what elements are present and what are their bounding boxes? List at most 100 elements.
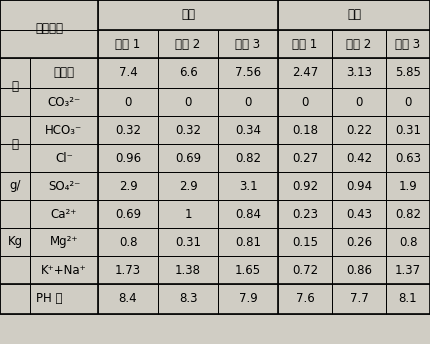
Text: 3.13: 3.13 [346,66,372,79]
Bar [0,284,98,314]
Text: 1: 1 [184,207,192,221]
Bar [30,172,98,200]
Text: 7.6: 7.6 [296,292,314,305]
Text: g/: g/ [9,180,21,193]
Text: 0: 0 [355,96,362,108]
Text: 处理 3: 处理 3 [236,37,261,51]
Text: 盐: 盐 [12,80,18,94]
Text: 0.27: 0.27 [292,151,318,164]
Text: 7.56: 7.56 [235,66,261,79]
Text: 2.9: 2.9 [119,180,137,193]
Text: 2.9: 2.9 [178,180,197,193]
Bar [386,172,430,200]
Bar [278,144,332,172]
Bar [218,256,278,284]
Bar [218,58,278,88]
Text: 0.34: 0.34 [235,123,261,137]
Text: 0.18: 0.18 [292,123,318,137]
Bar [218,144,278,172]
Bar [386,228,430,256]
Text: 处理 2: 处理 2 [347,37,372,51]
Text: Cl⁻: Cl⁻ [55,151,73,164]
Text: 全盐量: 全盐量 [53,66,74,79]
Bar [158,58,218,88]
Bar [332,172,386,200]
Text: 0.96: 0.96 [115,151,141,164]
Bar [278,284,332,314]
Text: 0: 0 [244,96,252,108]
Text: SO₄²⁻: SO₄²⁻ [48,180,80,193]
Bar [386,30,430,58]
Text: 6.6: 6.6 [178,66,197,79]
Bar [158,228,218,256]
Text: PH 値: PH 値 [36,292,62,305]
Bar [30,116,98,144]
Text: K⁺+Na⁺: K⁺+Na⁺ [41,264,87,277]
Text: 0.32: 0.32 [175,123,201,137]
Bar [158,88,218,116]
Bar [218,88,278,116]
Bar [278,200,332,228]
Text: 1.37: 1.37 [395,264,421,277]
Bar [98,88,158,116]
Bar [158,200,218,228]
Text: Mg²⁺: Mg²⁺ [50,236,78,248]
Text: 0.43: 0.43 [346,207,372,221]
Bar [158,30,218,58]
Text: 5.85: 5.85 [395,66,421,79]
Text: 1.38: 1.38 [175,264,201,277]
Text: 0.82: 0.82 [395,207,421,221]
Bar [158,144,218,172]
Bar [332,116,386,144]
Bar [278,30,332,58]
Text: 0.32: 0.32 [115,123,141,137]
Text: 处理项目: 处理项目 [35,22,63,35]
Text: 处理 1: 处理 1 [292,37,318,51]
Text: 1.9: 1.9 [399,180,418,193]
Text: 施后: 施后 [347,9,361,21]
Text: 0.86: 0.86 [346,264,372,277]
Bar [98,30,158,58]
Text: 8.4: 8.4 [119,292,137,305]
Bar [98,284,158,314]
Bar [0,0,98,58]
Bar [30,228,98,256]
Bar [278,88,332,116]
Bar [0,58,30,284]
Text: HCO₃⁻: HCO₃⁻ [46,123,83,137]
Bar [386,58,430,88]
Text: 1.73: 1.73 [115,264,141,277]
Bar [278,228,332,256]
Bar [98,200,158,228]
Bar [278,256,332,284]
Text: 7.7: 7.7 [350,292,369,305]
Text: 7.4: 7.4 [119,66,137,79]
Text: 8.3: 8.3 [179,292,197,305]
Text: 0.69: 0.69 [115,207,141,221]
Bar [218,228,278,256]
Bar [386,284,430,314]
Bar [386,144,430,172]
Bar [98,144,158,172]
Bar [98,256,158,284]
Text: 0.15: 0.15 [292,236,318,248]
Text: Kg: Kg [7,236,22,248]
Bar [278,172,332,200]
Bar [218,172,278,200]
Text: 3.1: 3.1 [239,180,257,193]
Bar [332,144,386,172]
Text: 施前: 施前 [181,9,195,21]
Text: 0.8: 0.8 [119,236,137,248]
Bar [332,256,386,284]
Bar [218,284,278,314]
Bar [30,58,98,88]
Text: 0.31: 0.31 [175,236,201,248]
Bar [332,58,386,88]
Text: 0: 0 [404,96,412,108]
Bar [332,200,386,228]
Bar [278,116,332,144]
Text: 0.23: 0.23 [292,207,318,221]
Text: CO₃²⁻: CO₃²⁻ [47,96,81,108]
Text: 7.9: 7.9 [239,292,258,305]
Text: 处理 2: 处理 2 [175,37,201,51]
